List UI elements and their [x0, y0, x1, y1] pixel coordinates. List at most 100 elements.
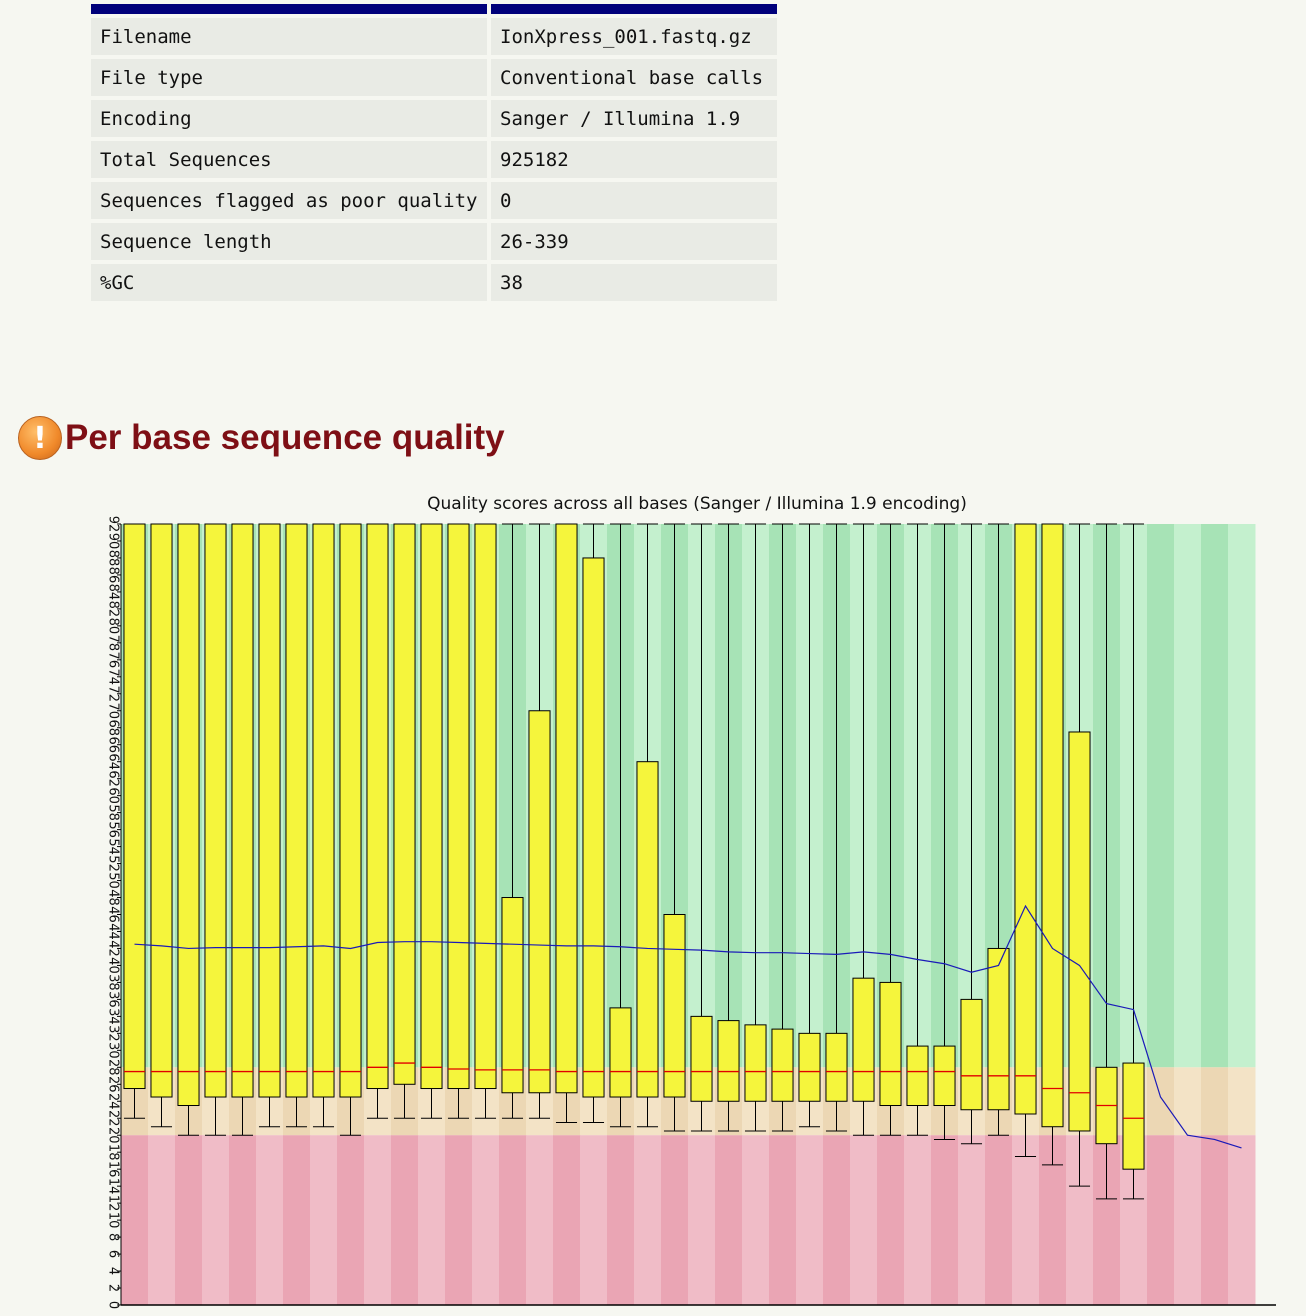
quality-box [825, 1032, 848, 1102]
stat-value: IonXpress_001.fastq.gz [491, 18, 777, 55]
poor-quality-band [877, 1135, 905, 1305]
y-tick-label: 26 [106, 1076, 121, 1093]
quality-box [1041, 523, 1064, 1128]
stat-value: 26-339 [491, 223, 777, 260]
quality-box [960, 998, 983, 1111]
poor-quality-band [796, 1135, 824, 1305]
poor-quality-band [769, 1135, 797, 1305]
table-row: %GC 38 [91, 264, 777, 301]
quality-box [258, 523, 281, 1098]
quality-box [609, 1007, 632, 1098]
y-tick-label: 22 [106, 1110, 121, 1127]
poor-quality-band [337, 1135, 365, 1305]
good-quality-band [1201, 524, 1229, 1068]
table-header-row [91, 4, 777, 14]
quality-box [879, 981, 902, 1107]
table-row: Sequences flagged as poor quality 0 [91, 182, 777, 219]
quality-box [987, 947, 1010, 1111]
y-tick-label: 20 [106, 1127, 121, 1144]
quality-box [717, 1020, 740, 1102]
y-tick-label: 80 [106, 618, 121, 635]
quality-box [420, 523, 443, 1090]
poor-quality-band [634, 1135, 662, 1305]
y-tick-label: 0 [106, 1301, 121, 1309]
quality-box [285, 523, 308, 1098]
quality-box [906, 1045, 929, 1107]
poor-quality-band [607, 1135, 635, 1305]
quality-box [366, 523, 389, 1090]
y-tick-label: 6 [106, 1250, 121, 1258]
y-tick-label: 64 [106, 753, 121, 770]
poor-quality-band [310, 1135, 338, 1305]
y-tick-label: 70 [106, 702, 121, 719]
y-tick-label: 34 [106, 1008, 121, 1025]
poor-quality-band [472, 1135, 500, 1305]
table-row: Sequence length 26-339 [91, 223, 777, 260]
y-tick-label: 24 [106, 1093, 121, 1110]
y-tick-label: 32 [106, 1025, 121, 1042]
y-tick-label: 40 [106, 957, 121, 974]
mean-quality-line [134, 904, 1242, 1149]
y-tick-label: 92 [106, 516, 121, 533]
poor-quality-band [823, 1135, 851, 1305]
stat-value: 925182 [491, 141, 777, 178]
quality-box [555, 523, 578, 1094]
y-tick-label: 4 [106, 1267, 121, 1275]
stat-value: 38 [491, 264, 777, 301]
y-tick-label: 66 [106, 736, 121, 753]
y-tick-label: 48 [106, 889, 121, 906]
table-header-cell [91, 4, 487, 14]
table-header-cell [491, 4, 777, 14]
y-tick-label: 76 [106, 652, 121, 669]
warning-quality-band [1147, 1067, 1175, 1136]
quality-box [933, 1045, 956, 1107]
y-tick-label: 28 [106, 1059, 121, 1076]
y-tick-label: 68 [106, 719, 121, 736]
stat-key: Sequences flagged as poor quality [91, 182, 487, 219]
poor-quality-band [283, 1135, 311, 1305]
poor-quality-band [256, 1135, 284, 1305]
poor-quality-band [1228, 1135, 1256, 1305]
quality-box [636, 761, 659, 1098]
poor-quality-band [688, 1135, 716, 1305]
table-row: Total Sequences 925182 [91, 141, 777, 178]
basic-statistics-table: Filename IonXpress_001.fastq.gz File typ… [87, 0, 781, 305]
stat-value: Sanger / Illumina 1.9 [491, 100, 777, 137]
quality-box [393, 523, 416, 1085]
y-tick-label: 90 [106, 533, 121, 550]
quality-box [447, 523, 470, 1090]
poor-quality-band [1012, 1135, 1040, 1305]
poor-quality-band [850, 1135, 878, 1305]
y-tick-label: 8 [106, 1233, 121, 1241]
good-quality-band [1228, 524, 1256, 1068]
y-tick-label: 82 [106, 601, 121, 618]
poor-quality-band [931, 1135, 959, 1305]
y-tick-label: 58 [106, 804, 121, 821]
quality-box [204, 523, 227, 1098]
quality-box [1068, 731, 1091, 1132]
poor-quality-band [742, 1135, 770, 1305]
poor-quality-band [715, 1135, 743, 1305]
y-tick-label: 2 [106, 1284, 121, 1292]
quality-box [852, 977, 875, 1102]
poor-quality-band [121, 1135, 149, 1305]
stat-key: Encoding [91, 100, 487, 137]
quality-box [177, 523, 200, 1107]
poor-quality-band [580, 1135, 608, 1305]
y-tick-label: 36 [106, 991, 121, 1008]
y-tick-label: 52 [106, 855, 121, 872]
y-tick-label: 78 [106, 635, 121, 652]
quality-box [528, 710, 551, 1094]
poor-quality-band [1174, 1135, 1202, 1305]
y-tick-label: 46 [106, 906, 121, 923]
poor-quality-band [499, 1135, 527, 1305]
section-title: Per base sequence quality [65, 418, 505, 457]
warning-icon: ! [18, 416, 62, 460]
poor-quality-band [985, 1135, 1013, 1305]
y-tick-label: 10 [106, 1212, 121, 1229]
warning-quality-band [1174, 1067, 1202, 1136]
quality-box [312, 523, 335, 1098]
quality-box [798, 1032, 821, 1102]
quality-box [690, 1015, 713, 1102]
section-heading: ! Per base sequence quality [18, 408, 505, 468]
